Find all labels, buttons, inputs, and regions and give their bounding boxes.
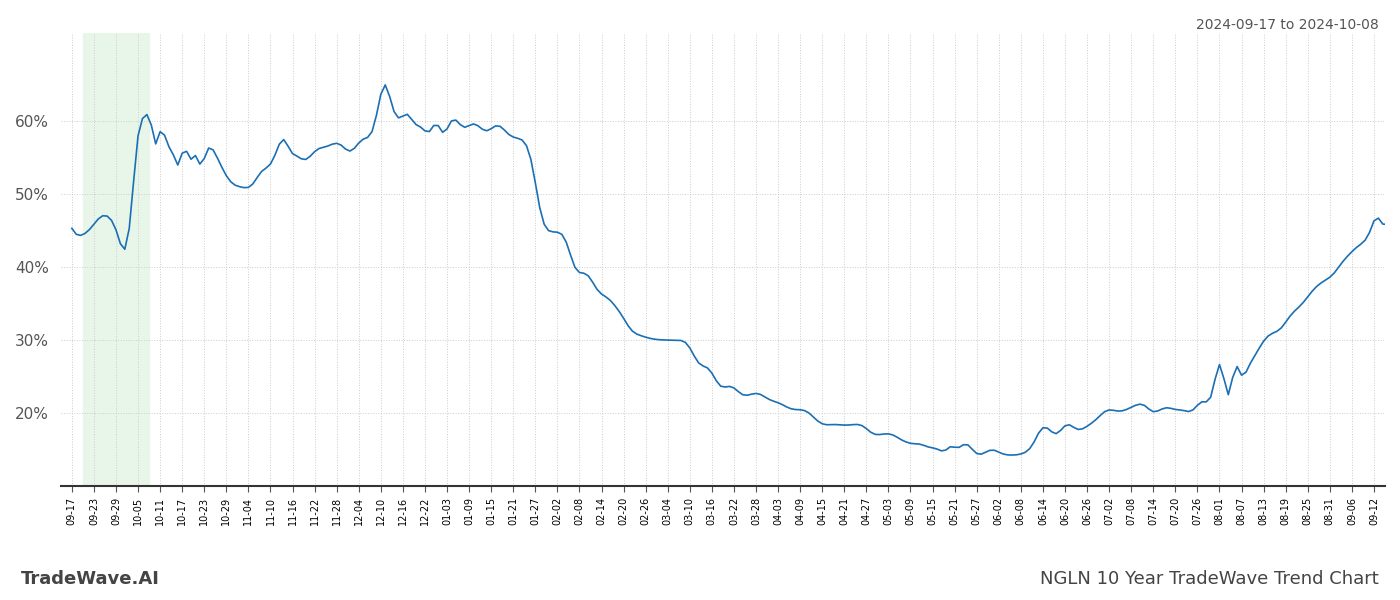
Text: NGLN 10 Year TradeWave Trend Chart: NGLN 10 Year TradeWave Trend Chart — [1040, 570, 1379, 588]
Bar — [83, 33, 148, 486]
Text: TradeWave.AI: TradeWave.AI — [21, 570, 160, 588]
Text: 2024-09-17 to 2024-10-08: 2024-09-17 to 2024-10-08 — [1196, 18, 1379, 32]
